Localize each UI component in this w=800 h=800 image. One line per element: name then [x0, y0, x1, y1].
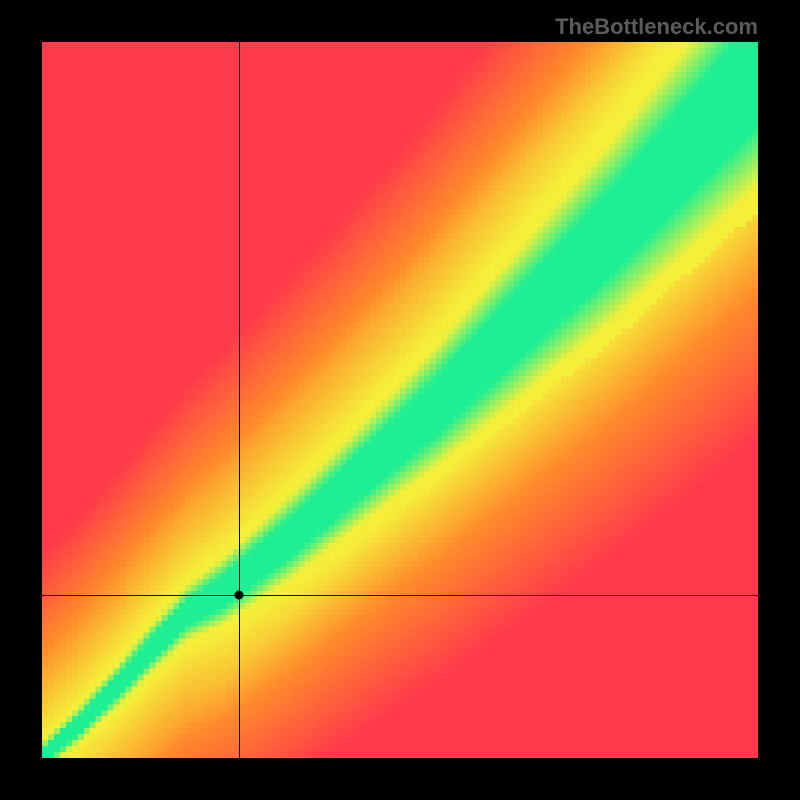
crosshair-vertical	[239, 42, 240, 758]
bottleneck-heatmap	[42, 42, 758, 758]
crosshair-horizontal	[42, 595, 758, 596]
chart-container: { "watermark": { "text": "TheBottleneck.…	[0, 0, 800, 800]
watermark-text: TheBottleneck.com	[555, 14, 758, 40]
data-point-marker	[234, 590, 243, 599]
